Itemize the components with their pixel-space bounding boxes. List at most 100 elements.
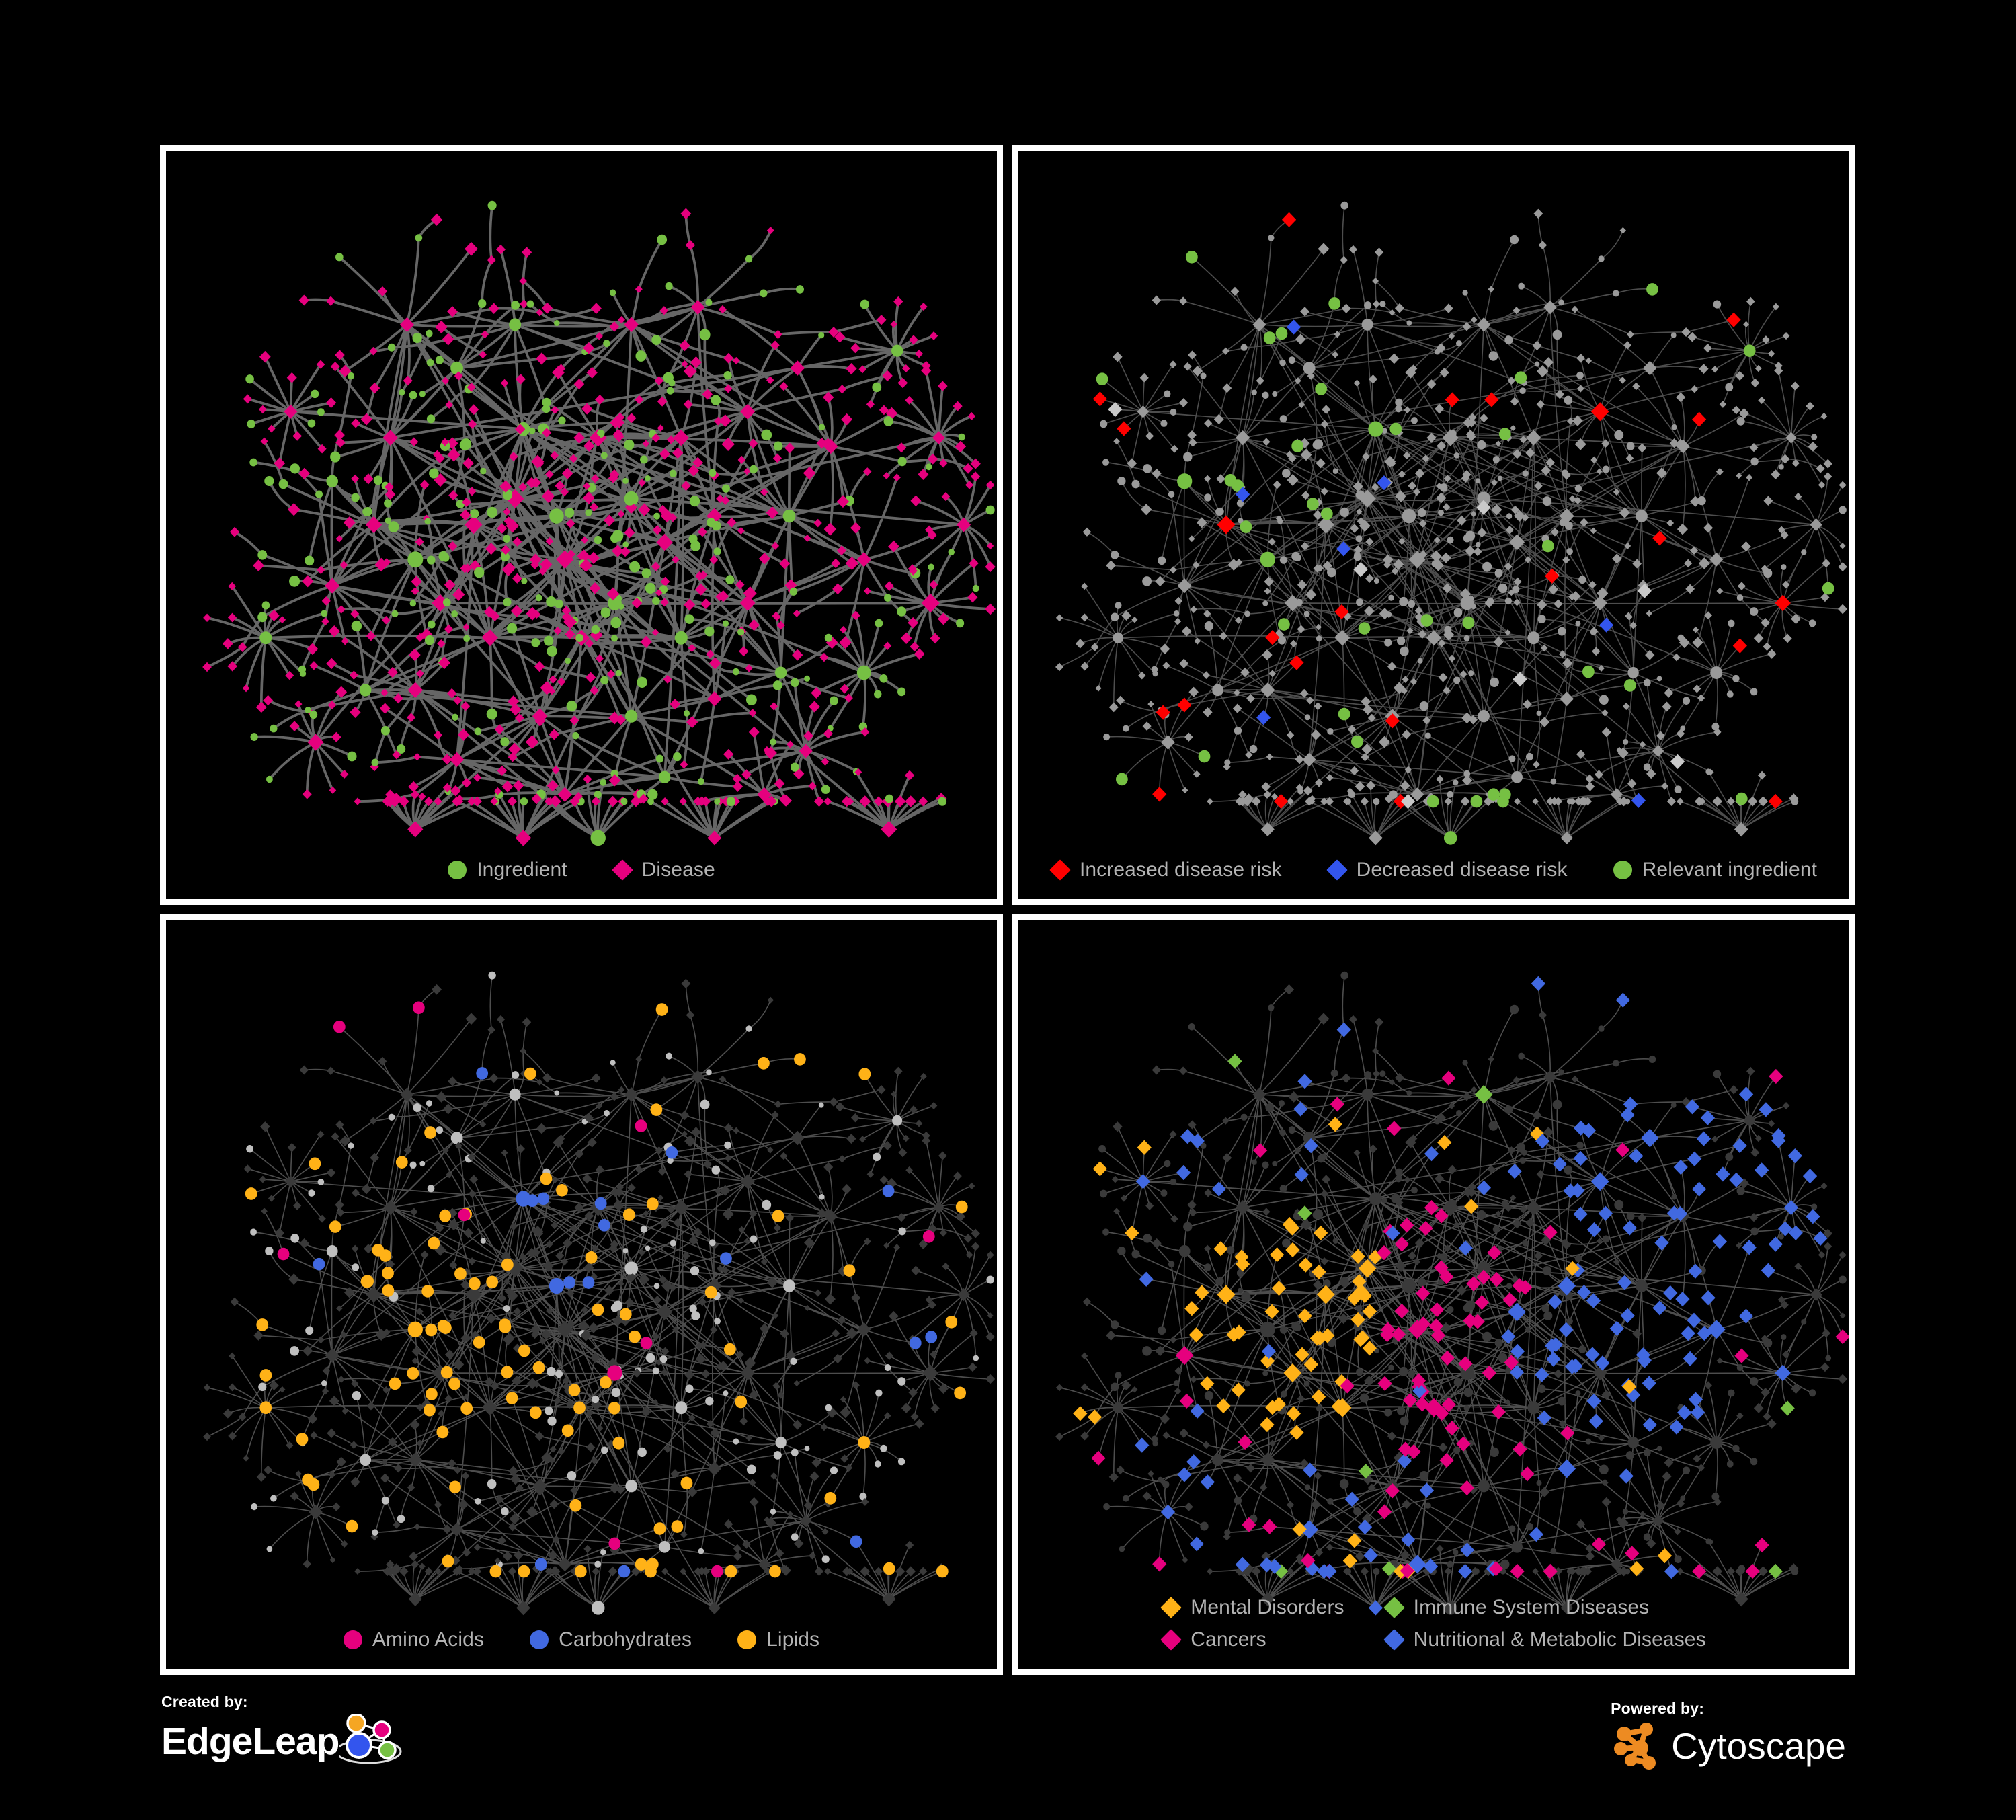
disease-node[interactable]	[335, 437, 346, 448]
disease-node[interactable]	[1176, 1164, 1191, 1181]
disease-node[interactable]	[339, 364, 352, 378]
ingredient-node[interactable]	[1438, 509, 1444, 516]
disease-node[interactable]	[737, 1297, 745, 1304]
disease-node[interactable]	[909, 335, 918, 345]
disease-node[interactable]	[287, 1142, 296, 1152]
ingredient-node[interactable]	[1697, 496, 1706, 506]
disease-node[interactable]	[774, 1100, 782, 1109]
disease-node[interactable]	[1697, 1464, 1705, 1472]
disease-node[interactable]	[1073, 1406, 1088, 1421]
disease-node[interactable]	[1772, 303, 1779, 311]
disease-node[interactable]	[460, 1279, 471, 1290]
disease-node[interactable]	[243, 1455, 249, 1462]
ingredient-node[interactable]	[511, 301, 520, 310]
disease-node[interactable]	[1353, 545, 1363, 555]
disease-node[interactable]	[366, 1401, 376, 1411]
disease-node[interactable]	[1108, 1472, 1119, 1482]
disease-node[interactable]	[883, 1140, 892, 1151]
disease-node[interactable]	[883, 1242, 890, 1249]
ingredient-node[interactable]	[373, 475, 383, 485]
disease-node[interactable]	[1353, 379, 1361, 387]
disease-node[interactable]	[518, 482, 528, 492]
disease-node[interactable]	[1217, 515, 1236, 535]
disease-node[interactable]	[419, 479, 430, 490]
ingredient-node[interactable]	[326, 1244, 338, 1257]
ingredient-node[interactable]	[407, 1367, 419, 1380]
ingredient-node[interactable]	[1527, 631, 1540, 645]
ingredient-node[interactable]	[1713, 300, 1722, 309]
disease-node[interactable]	[866, 1170, 875, 1178]
disease-node[interactable]	[557, 1448, 565, 1456]
disease-node[interactable]	[290, 1491, 299, 1501]
disease-node[interactable]	[1573, 1206, 1588, 1222]
ingredient-node[interactable]	[926, 463, 932, 471]
disease-node[interactable]	[1513, 510, 1525, 522]
disease-node[interactable]	[968, 1182, 975, 1190]
disease-node[interactable]	[1595, 770, 1603, 779]
ingredient-node[interactable]	[699, 329, 711, 341]
disease-node[interactable]	[462, 1548, 471, 1557]
disease-node[interactable]	[930, 1101, 938, 1110]
ingredient-node[interactable]	[1453, 676, 1461, 684]
disease-node[interactable]	[1554, 1369, 1563, 1379]
ingredient-node[interactable]	[1778, 464, 1784, 470]
disease-node[interactable]	[317, 444, 327, 454]
disease-node[interactable]	[910, 495, 922, 507]
ingredient-node[interactable]	[1100, 420, 1108, 428]
disease-node[interactable]	[1615, 1142, 1630, 1158]
disease-node[interactable]	[859, 1136, 866, 1143]
disease-node[interactable]	[1465, 545, 1476, 557]
ingredient-node[interactable]	[1726, 690, 1734, 698]
disease-node[interactable]	[1409, 1134, 1418, 1143]
disease-node[interactable]	[507, 796, 518, 807]
disease-node[interactable]	[1300, 448, 1312, 461]
ingredient-node[interactable]	[1406, 320, 1412, 326]
disease-node[interactable]	[1222, 383, 1232, 393]
disease-node[interactable]	[695, 583, 707, 596]
disease-node[interactable]	[512, 537, 522, 547]
disease-node[interactable]	[379, 703, 391, 714]
disease-node[interactable]	[548, 687, 556, 695]
disease-node[interactable]	[1502, 1292, 1517, 1308]
network-canvas-2[interactable]	[1018, 151, 1849, 899]
disease-node[interactable]	[222, 638, 233, 649]
disease-node[interactable]	[1592, 647, 1601, 656]
disease-node[interactable]	[1487, 1244, 1502, 1261]
ingredient-node[interactable]	[1643, 678, 1651, 687]
ingredient-node[interactable]	[1339, 1478, 1349, 1489]
disease-node[interactable]	[893, 1066, 903, 1076]
disease-node[interactable]	[317, 1130, 325, 1138]
disease-node[interactable]	[811, 1458, 821, 1468]
disease-node[interactable]	[203, 1384, 211, 1392]
disease-node[interactable]	[1460, 796, 1470, 807]
network-canvas-4[interactable]	[1018, 920, 1849, 1669]
disease-node[interactable]	[237, 642, 247, 652]
ingredient-node[interactable]	[426, 329, 433, 338]
ingredient-node[interactable]	[936, 1565, 949, 1578]
ingredient-node[interactable]	[818, 1102, 824, 1108]
disease-node[interactable]	[1818, 1251, 1826, 1259]
ingredient-node[interactable]	[412, 333, 422, 344]
ingredient-node[interactable]	[1475, 1248, 1481, 1254]
disease-node[interactable]	[846, 1327, 858, 1339]
disease-node[interactable]	[1591, 1536, 1607, 1552]
disease-node[interactable]	[416, 1439, 424, 1448]
ingredient-node[interactable]	[1781, 1334, 1787, 1340]
disease-node[interactable]	[1476, 317, 1491, 332]
disease-node[interactable]	[876, 314, 887, 325]
disease-node[interactable]	[1216, 474, 1225, 484]
ingredient-node[interactable]	[501, 1366, 514, 1379]
ingredient-node[interactable]	[1725, 383, 1734, 392]
disease-node[interactable]	[740, 403, 756, 420]
disease-node[interactable]	[554, 1396, 561, 1404]
ingredient-node[interactable]	[1395, 405, 1402, 413]
disease-node[interactable]	[582, 1173, 592, 1184]
ingredient-node[interactable]	[427, 1185, 435, 1193]
disease-node[interactable]	[723, 748, 734, 760]
ingredient-node[interactable]	[333, 1020, 346, 1033]
disease-node[interactable]	[351, 1380, 359, 1388]
disease-node[interactable]	[1822, 1329, 1830, 1338]
ingredient-node[interactable]	[389, 1377, 401, 1390]
disease-node[interactable]	[1510, 1563, 1525, 1579]
ingredient-node[interactable]	[568, 1384, 581, 1396]
